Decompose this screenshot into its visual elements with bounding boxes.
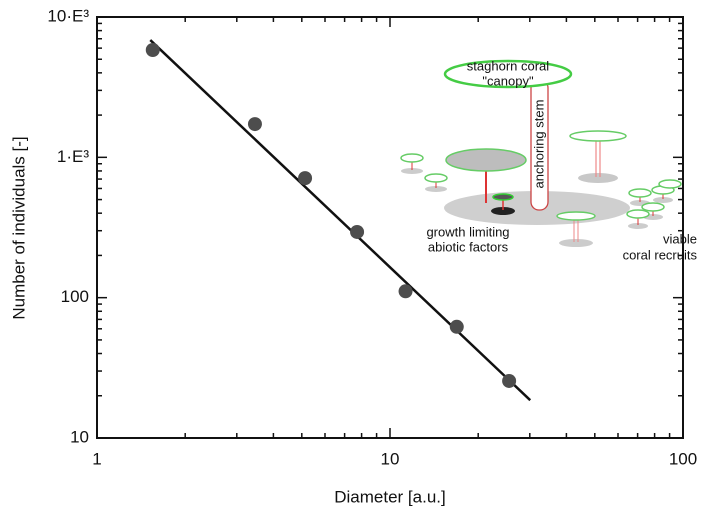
data-point <box>502 373 517 388</box>
annotation: anchoring stem <box>531 100 546 189</box>
fit-line <box>149 39 532 402</box>
data-point <box>298 171 313 186</box>
data-point <box>247 117 262 132</box>
y-tick-label: 10 <box>70 427 89 446</box>
annotation: "canopy" <box>482 73 534 88</box>
data-point <box>449 319 464 334</box>
annotation: viable <box>663 231 697 246</box>
y-tick-label: 100 <box>61 287 89 306</box>
x-tick-label: 1 <box>92 449 101 468</box>
data-point <box>350 224 365 239</box>
inset-diagram <box>400 59 682 247</box>
y-axis-label: Number of individuals [-] <box>9 136 28 319</box>
x-axis-label: Diameter [a.u.] <box>334 487 446 506</box>
data-point <box>398 284 413 299</box>
annotation: growth limiting <box>426 224 509 239</box>
annotation: abiotic factors <box>428 239 509 254</box>
annotation: staghorn coral <box>467 58 549 73</box>
plot-frame <box>96 16 684 439</box>
x-tick-label: 100 <box>669 449 697 468</box>
annotation: coral recruits <box>623 247 698 262</box>
data-point <box>145 42 160 57</box>
y-tick-label: 1·E³ <box>57 147 89 166</box>
y-tick-label: 10·E³ <box>47 6 89 25</box>
x-tick-label: 10 <box>381 449 400 468</box>
